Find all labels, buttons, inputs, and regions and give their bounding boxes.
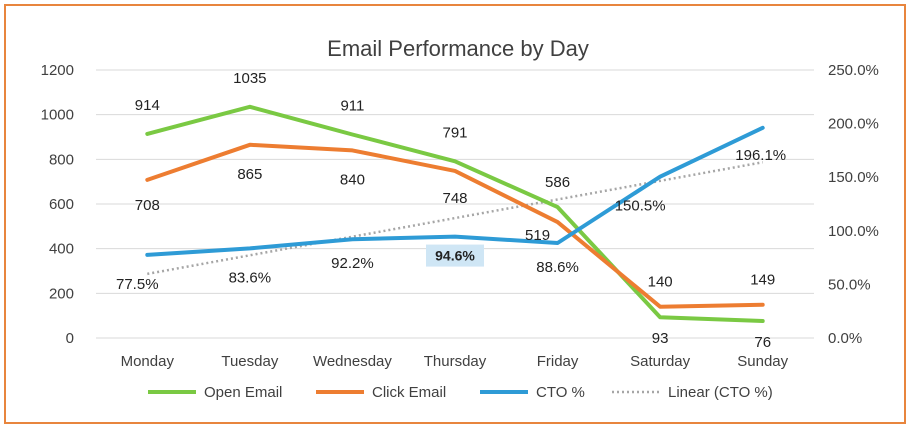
left-tick-label: 600 <box>49 196 74 213</box>
right-axis-ticks: 0.0% 50.0% 100.0% 150.0% 200.0% 250.0% <box>828 62 879 347</box>
x-axis-ticks: Monday Tuesday Wednesday Thursday Friday Satu… <box>121 353 789 370</box>
data-label-cto: 94.6% <box>435 248 475 264</box>
data-label-cto: 77.5% <box>116 276 159 293</box>
email-performance-chart: Email Performance by Day 0 200 400 600 800 10… <box>41 36 879 401</box>
data-label-cto: 88.6% <box>536 259 579 276</box>
legend: Open Email Click Email CTO % Linear (CTO %) <box>148 384 773 401</box>
data-label-open-email: 914 <box>135 97 160 114</box>
data-label-click-email: 840 <box>340 171 365 188</box>
legend-label-open-email: Open Email <box>204 384 282 401</box>
series-line-open-email <box>145 104 765 323</box>
x-tick-label: Saturday <box>630 353 691 370</box>
left-tick-label: 1200 <box>41 62 74 79</box>
x-tick-label: Sunday <box>737 353 788 370</box>
x-tick-label: Monday <box>121 353 175 370</box>
data-label-cto: 83.6% <box>229 269 272 286</box>
legend-label-linear-cto: Linear (CTO %) <box>668 384 773 401</box>
highlight-box <box>426 244 484 267</box>
x-tick-label: Tuesday <box>221 353 278 370</box>
left-tick-label: 800 <box>49 151 74 168</box>
left-tick-label: 400 <box>49 241 74 258</box>
data-label-click-email: 708 <box>135 197 160 214</box>
right-tick-label: 50.0% <box>828 276 871 293</box>
chart-title: Email Performance by Day <box>327 36 589 61</box>
data-label-click-email: 748 <box>442 190 467 207</box>
right-tick-label: 150.0% <box>828 169 879 186</box>
right-tick-label: 0.0% <box>828 330 862 347</box>
x-tick-label: Friday <box>537 353 579 370</box>
data-label-cto: 196.1% <box>735 147 786 164</box>
right-tick-label: 250.0% <box>828 62 879 79</box>
data-labels: 914 1035 911 791 586 93 76 708 865 840 748 519 140 14… <box>116 70 786 351</box>
x-tick-label: Thursday <box>424 353 487 370</box>
data-label-cto: 92.2% <box>331 255 374 272</box>
legend-label-cto: CTO % <box>536 384 585 401</box>
data-label-click-email: 149 <box>750 272 775 289</box>
series-lines <box>145 104 765 323</box>
right-tick-label: 200.0% <box>828 116 879 133</box>
chart-frame: Email Performance by Day 0 200 400 600 800 10… <box>4 4 906 424</box>
series-line-click-email <box>145 142 765 309</box>
legend-label-click-email: Click Email <box>372 384 446 401</box>
data-label-click-email: 865 <box>237 166 262 183</box>
left-axis-ticks: 0 200 400 600 800 1000 1200 <box>41 62 74 347</box>
data-label-open-email: 1035 <box>233 70 266 87</box>
data-label-click-email: 140 <box>648 274 673 291</box>
trendline-cto <box>147 161 763 276</box>
data-label-open-email: 586 <box>545 174 570 191</box>
left-tick-label: 200 <box>49 285 74 302</box>
right-tick-label: 100.0% <box>828 223 879 240</box>
data-label-open-email: 76 <box>754 334 771 351</box>
data-label-open-email: 911 <box>340 98 364 115</box>
left-tick-label: 1000 <box>41 107 74 124</box>
x-tick-label: Wednesday <box>313 353 392 370</box>
data-label-click-email: 519 <box>525 227 550 244</box>
data-label-open-email: 791 <box>442 124 467 141</box>
series-line-cto <box>145 125 765 257</box>
data-label-open-email: 93 <box>652 330 669 347</box>
left-tick-label: 0 <box>66 330 74 347</box>
data-label-cto: 150.5% <box>615 198 666 215</box>
